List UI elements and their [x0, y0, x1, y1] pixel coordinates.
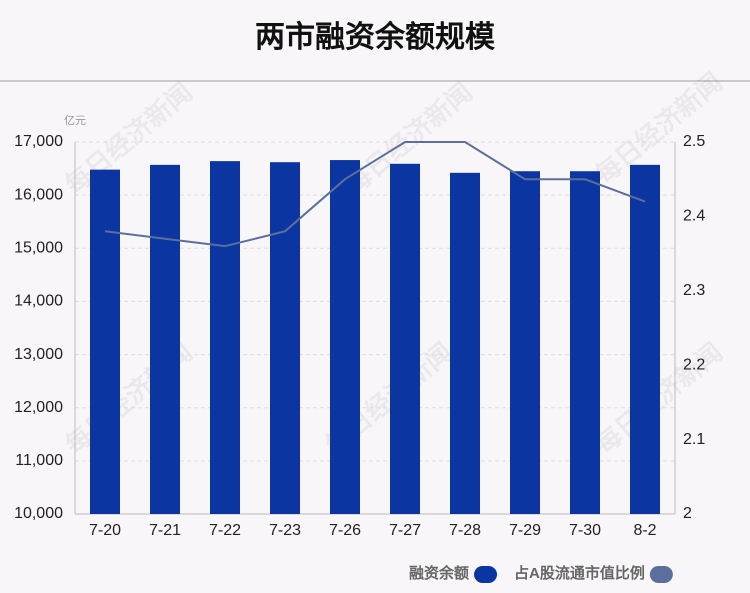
chart-title: 两市融资余额规模	[255, 20, 495, 54]
x-tick-label: 7-21	[149, 522, 181, 539]
y-tick-label: 13,000	[14, 346, 63, 363]
y2-tick-label: 2.1	[683, 431, 705, 448]
x-tick-label: 8-2	[633, 522, 656, 539]
bar	[90, 169, 120, 515]
y2-tick-label: 2.3	[683, 282, 705, 299]
y2-tick-label: 2	[683, 505, 692, 522]
legend-swatch	[649, 566, 673, 583]
x-tick-label: 7-27	[389, 522, 421, 539]
x-tick-label: 7-29	[509, 522, 541, 539]
y-tick-label: 10,000	[14, 505, 63, 522]
x-tick-label: 7-30	[569, 522, 601, 539]
bar	[270, 162, 300, 515]
x-tick-label: 7-23	[269, 522, 301, 539]
bar	[390, 163, 420, 514]
bar	[630, 164, 660, 514]
x-tick-label: 7-28	[449, 522, 481, 539]
y-tick-label: 14,000	[14, 293, 63, 310]
x-tick-label: 7-22	[209, 522, 241, 539]
y2-tick-label: 2.2	[683, 356, 705, 373]
bar	[150, 164, 180, 514]
bar	[570, 171, 600, 514]
x-tick-label: 7-26	[329, 522, 361, 539]
bar	[510, 171, 540, 514]
x-tick-label: 7-20	[89, 522, 121, 539]
y2-tick-label: 2.4	[683, 208, 705, 225]
y-tick-label: 12,000	[14, 399, 63, 416]
bar	[450, 172, 480, 514]
bar	[210, 161, 240, 515]
y-tick-label: 11,000	[15, 452, 63, 469]
y2-tick-label: 2.5	[683, 133, 705, 150]
y-tick-label: 15,000	[14, 240, 63, 257]
unit-label: 亿元	[64, 114, 86, 127]
legend-swatch	[474, 566, 498, 583]
line	[104, 141, 646, 248]
bar	[330, 160, 360, 514]
y-tick-label: 17,000	[14, 133, 63, 150]
legend-label: 占A股流通市值比例	[514, 564, 645, 582]
legend-label: 融资余额	[409, 564, 469, 582]
y-tick-label: 16,000	[14, 186, 63, 203]
